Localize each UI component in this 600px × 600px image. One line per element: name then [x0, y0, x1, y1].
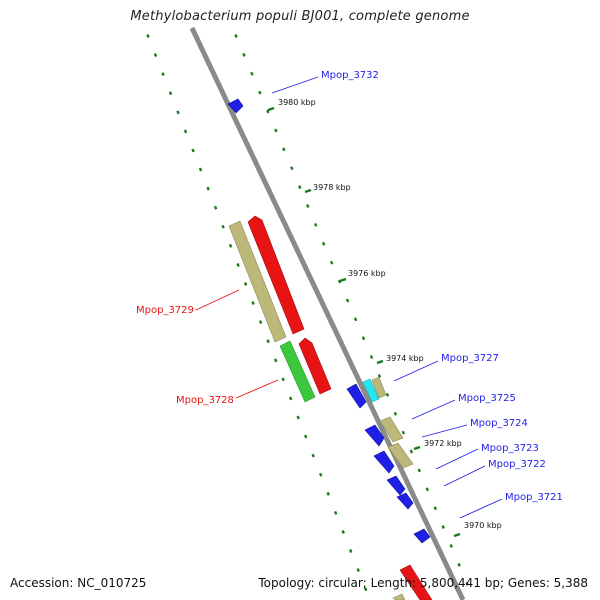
gene-label-3721[interactable]: Mpop_3721 — [505, 492, 563, 503]
track-outer-left-dot — [358, 569, 359, 572]
track-outer-left-dot — [268, 340, 269, 343]
track-outer-right-dot — [243, 53, 244, 56]
track-outer-right-dot — [419, 469, 420, 472]
track-outer-right-dot — [387, 393, 388, 396]
track-outer-left-dot — [185, 130, 186, 133]
track-outer-right-dot — [451, 545, 452, 548]
track-outer-left-dot — [223, 225, 224, 228]
track-outer-right-dot — [283, 148, 284, 151]
gene-labels: Mpop_3732 Mpop_3729 Mpop_3728 Mpop_3727 … — [136, 70, 563, 518]
track-outer-left-dot — [283, 378, 284, 381]
leader-3723 — [436, 449, 478, 469]
track-outer-right-dot — [315, 223, 316, 226]
track-outer-right-dot — [323, 242, 324, 245]
track-outer-right-dot — [251, 72, 252, 75]
track-outer-left-dot — [343, 531, 344, 534]
kbp-ticks: 3980 kbp 3978 kbp 3976 kbp 3974 kbp 3972… — [268, 98, 502, 536]
track-outer-left-dot — [350, 550, 351, 553]
track-outer-right-dot — [307, 205, 308, 208]
track-outer-right-dot — [411, 450, 412, 453]
tick-label-3976: 3976 kbp — [348, 269, 386, 278]
tick-mark-3978 — [305, 190, 311, 192]
track-outer-left-dot — [170, 92, 171, 95]
track-outer-left-dot — [215, 206, 216, 209]
track-outer-left-dot — [230, 244, 231, 247]
genome-axis — [192, 28, 463, 600]
leader-3721 — [460, 499, 502, 518]
leader-3725 — [412, 400, 455, 419]
leader-3732 — [272, 77, 318, 93]
track-outer-left-dot — [208, 187, 209, 190]
gene-label-3727[interactable]: Mpop_3727 — [441, 353, 499, 364]
track-outer-left-dot — [328, 492, 329, 495]
gene-arrow-3723[interactable] — [374, 451, 394, 473]
gene-bar-3719-khaki[interactable] — [393, 594, 405, 600]
gene-label-3725[interactable]: Mpop_3725 — [458, 393, 516, 404]
track-outer-left-dot — [298, 416, 299, 419]
track-outer-left-dot — [253, 302, 254, 305]
track-outer-left-dot — [245, 283, 246, 286]
tick-mark-3972 — [414, 447, 420, 449]
leader-3724 — [422, 425, 467, 437]
gene-arrow-3722[interactable] — [387, 476, 405, 495]
track-outer-right-dot — [435, 507, 436, 510]
leader-3727 — [394, 361, 438, 381]
track-outer-left-dot — [177, 111, 178, 114]
tick-mark-3980 — [268, 108, 274, 110]
tick-label-3980: 3980 kbp — [278, 98, 316, 107]
track-outer-right-dot — [403, 431, 404, 434]
gene-arrow-3721[interactable] — [397, 493, 413, 509]
track-outer-left-dot — [290, 397, 291, 400]
tick-mark-3976 — [340, 279, 346, 281]
leader-3729 — [196, 290, 239, 310]
leader-3722 — [444, 466, 485, 486]
track-outer-right-dot — [459, 563, 460, 566]
track-outer-right-dot — [299, 186, 300, 189]
track-outer-right-dot — [355, 318, 356, 321]
track-outer-left-dot — [260, 321, 261, 324]
track-outer-right-dot — [235, 35, 236, 38]
leader-3728 — [236, 380, 278, 398]
track-outer-left-dot — [320, 473, 321, 476]
minus-strand-genes — [228, 99, 331, 402]
gene-label-3724[interactable]: Mpop_3724 — [470, 418, 528, 429]
tick-mark-3970 — [454, 534, 460, 536]
track-outer-left-dot — [275, 359, 276, 362]
track-outer-left-dot — [147, 35, 148, 38]
track-outer-left-dot — [313, 454, 314, 457]
genome-summary-text: Topology: circular; Length: 5,800,441 bp… — [258, 576, 588, 590]
plus-strand-genes — [347, 377, 432, 600]
track-outer-right-dot — [371, 356, 372, 359]
track-outer-left-dot — [305, 435, 306, 438]
accession-text: Accession: NC_010725 — [10, 576, 146, 590]
track-outer-right-dot — [347, 299, 348, 302]
track-outer-right-dot — [363, 337, 364, 340]
track-outer-left-dot — [162, 73, 163, 76]
gene-label-3732[interactable]: Mpop_3732 — [321, 70, 379, 81]
track-outer-right-dot — [331, 261, 332, 264]
track-outer-left-dot — [155, 54, 156, 57]
track-outer-right-dot — [443, 526, 444, 529]
track-outer-right-dot — [259, 91, 260, 94]
track-outer-right-dot — [275, 129, 276, 132]
tick-mark-3974 — [377, 361, 383, 363]
gene-label-3722[interactable]: Mpop_3722 — [488, 459, 546, 470]
tick-label-3972: 3972 kbp — [424, 439, 462, 448]
gene-label-3728[interactable]: Mpop_3728 — [176, 395, 234, 406]
tick-label-3970: 3970 kbp — [464, 521, 502, 530]
track-outer-right-dot — [427, 488, 428, 491]
track-outer-right-dot — [291, 167, 292, 170]
gene-label-3729[interactable]: Mpop_3729 — [136, 305, 194, 316]
gene-label-3723[interactable]: Mpop_3723 — [481, 443, 539, 454]
tick-label-3978: 3978 kbp — [313, 183, 351, 192]
track-outer-left-dot — [193, 149, 194, 152]
track-outer-left-dot — [335, 511, 336, 514]
track-outer-left-dot — [200, 168, 201, 171]
tick-label-3974: 3974 kbp — [386, 354, 424, 363]
track-outer-right-dot — [395, 412, 396, 415]
track-outer-left-dot — [238, 263, 239, 266]
